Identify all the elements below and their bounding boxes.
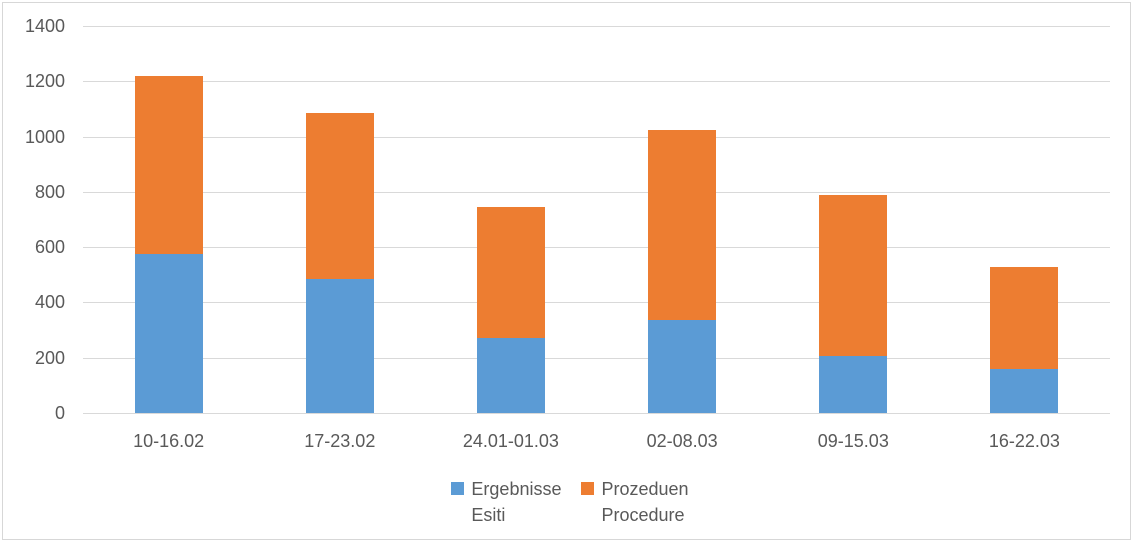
x-tick-label: 09-15.03	[817, 431, 889, 451]
bar-02-08-03	[648, 129, 717, 413]
bar-10-16-02	[134, 75, 203, 413]
y-tick-label: 1200	[24, 71, 65, 92]
legend-label: Ergebnisse Esiti	[471, 476, 561, 528]
legend-swatch-icon	[451, 482, 465, 495]
y-tick-label: 0	[54, 403, 65, 423]
plot-area	[83, 26, 1110, 414]
legend-label-line: Prozeduen	[601, 479, 689, 499]
y-tick-label: 1000	[24, 126, 65, 147]
segment-prozeduen-procedure	[476, 207, 545, 339]
gridline	[83, 136, 1110, 138]
x-tick-label: 10-16.02	[133, 431, 205, 451]
gridline	[83, 247, 1110, 249]
segment-prozeduen-procedure	[990, 266, 1059, 369]
chart-border	[2, 2, 1131, 540]
legend: Ergebnisse Esiti Prozeduen Procedure	[0, 476, 1140, 528]
segment-prozeduen-procedure	[648, 129, 717, 321]
segment-ergebnisse-esiti	[476, 338, 545, 413]
segment-prozeduen-procedure	[305, 113, 374, 279]
y-tick-label: 200	[34, 347, 65, 368]
legend-label-line: Procedure	[601, 505, 685, 525]
x-tick-label: 02-08.03	[646, 431, 718, 451]
gridline	[83, 26, 1110, 27]
gridline	[83, 191, 1110, 193]
legend-label-line: Ergebnisse	[471, 479, 562, 499]
segment-ergebnisse-esiti	[819, 356, 888, 413]
bar-24-01-01-03	[476, 207, 545, 413]
bar-09-15-03	[819, 194, 888, 413]
segment-prozeduen-procedure	[819, 194, 888, 357]
x-tick-label: 17-23.02	[304, 431, 376, 451]
legend-label-line: Esiti	[471, 505, 506, 525]
x-tick-label: 24.01-01.03	[462, 431, 559, 451]
gridline	[83, 357, 1110, 359]
legend-item-ergebnisse-esiti: Ergebnisse Esiti	[451, 476, 561, 528]
segment-prozeduen-procedure	[134, 75, 203, 255]
x-tick-label: 16-22.03	[988, 431, 1060, 451]
bar-17-23-02	[305, 113, 374, 413]
y-tick-label: 1400	[24, 16, 65, 36]
segment-ergebnisse-esiti	[648, 320, 717, 413]
bar-16-22-03	[990, 266, 1059, 413]
y-tick-label: 800	[34, 181, 65, 202]
gridline	[83, 302, 1110, 304]
gridline	[83, 81, 1110, 83]
legend-item-prozeduen-procedure: Prozeduen Procedure	[581, 476, 689, 528]
y-tick-label: 400	[34, 292, 65, 313]
legend-swatch-icon	[581, 482, 595, 495]
y-tick-label: 600	[34, 237, 65, 258]
gridline	[83, 413, 1110, 414]
segment-ergebnisse-esiti	[134, 254, 203, 413]
legend-label: Prozeduen Procedure	[601, 476, 688, 528]
segment-ergebnisse-esiti	[305, 278, 374, 413]
segment-ergebnisse-esiti	[990, 368, 1059, 413]
